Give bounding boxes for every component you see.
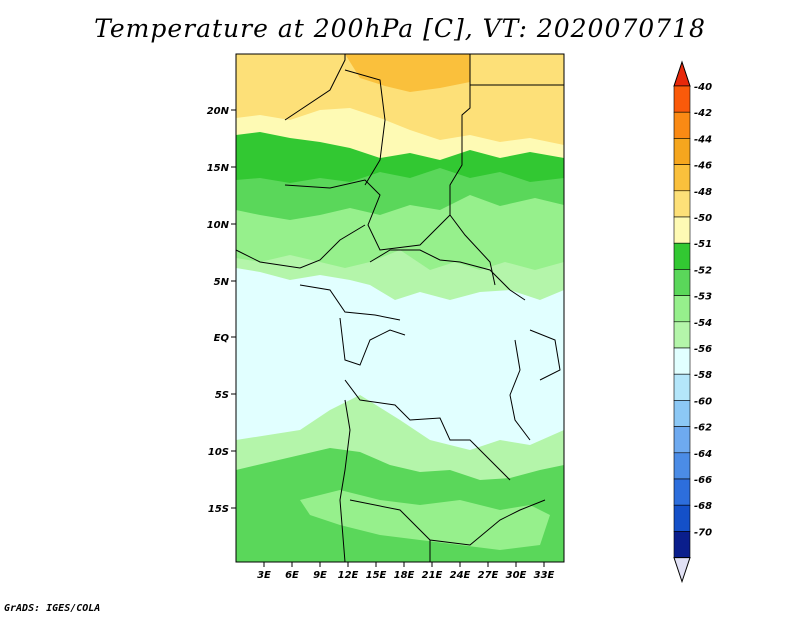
latitude-axis: 20N 15N 10N 5N EQ 5S 10S 15S [207, 106, 236, 515]
lat-label: 5S [215, 390, 229, 401]
colorbar-swatch [673, 400, 691, 427]
country-borders [235, 54, 564, 563]
colorbar-swatch [673, 269, 691, 296]
longitude-axis: 3E 6E 9E 12E 15E 18E 21E 24E 27E 30E 33E [257, 562, 555, 581]
colorbar-label: -56 [694, 344, 712, 355]
lat-label: 10S [208, 447, 229, 458]
field-band-south-c52 [300, 490, 550, 550]
colorbar-swatch [673, 321, 691, 349]
colorbar-label: -62 [694, 423, 712, 434]
lat-label: 20N [207, 106, 230, 117]
colorbar-label: -66 [694, 475, 712, 486]
lon-label: 9E [313, 570, 327, 581]
colorbar-label: -54 [694, 318, 712, 329]
lon-label: 30E [506, 570, 527, 581]
colorbar-top-arrow [673, 60, 691, 87]
colorbar-label: -68 [694, 501, 712, 512]
colorbar-swatch [673, 531, 691, 558]
colorbar-swatch [673, 85, 691, 113]
colorbar-label: -70 [694, 527, 712, 538]
colorbar-label: -48 [694, 187, 712, 198]
colorbar: -40 -42 -44 -46 -48 -50 -51 -52 -53 -54 -56 -58 -60 -… [673, 60, 712, 584]
colorbar-swatch [673, 347, 691, 375]
colorbar-swatch [673, 164, 691, 192]
lon-label: 24E [450, 570, 471, 581]
lat-label: EQ [214, 333, 230, 344]
colorbar-swatch [673, 373, 691, 401]
colorbar-label: -58 [694, 370, 712, 381]
credit-text: GrADS: IGES/COLA [4, 603, 101, 614]
lon-label: 12E [338, 570, 359, 581]
lat-label: 5N [214, 277, 230, 288]
colorbar-label: -52 [694, 265, 712, 276]
colorbar-label: -44 [694, 134, 712, 145]
colorbar-swatch [673, 190, 691, 218]
colorbar-label: -42 [694, 108, 712, 119]
colorbar-swatch [673, 242, 691, 270]
lat-label: 15N [207, 163, 230, 174]
lon-label: 33E [534, 570, 555, 581]
lon-label: 21E [422, 570, 443, 581]
lon-label: 27E [478, 570, 499, 581]
lon-label: 6E [285, 570, 299, 581]
colorbar-swatch [673, 504, 691, 532]
field-band-c48 [345, 54, 470, 92]
map-title: Temperature at 200hPa [C], VT: 202007071… [94, 14, 706, 43]
colorbar-swatch [673, 478, 691, 506]
colorbar-label: -53 [694, 292, 712, 303]
colorbar-label: -51 [694, 239, 712, 250]
colorbar-swatch [673, 216, 691, 244]
colorbar-swatch [673, 452, 691, 480]
colorbar-swatch [673, 138, 691, 165]
lon-label: 18E [394, 570, 415, 581]
colorbar-label: -40 [694, 82, 712, 93]
colorbar-bottom-arrow [673, 557, 691, 584]
colorbar-swatch [673, 295, 691, 323]
colorbar-label: -46 [694, 161, 712, 172]
lon-label: 15E [366, 570, 387, 581]
temperature-field [236, 54, 564, 562]
plot-frame [235, 53, 565, 563]
field-band-c50 [236, 54, 564, 145]
lon-label: 3E [257, 570, 271, 581]
colorbar-swatch [673, 426, 691, 454]
colorbar-label: -64 [694, 449, 712, 460]
lat-label: 15S [208, 504, 229, 515]
colorbar-label: -60 [694, 396, 712, 407]
colorbar-label: -50 [694, 213, 712, 224]
colorbar-swatch [673, 111, 691, 139]
lat-label: 10N [207, 220, 230, 231]
